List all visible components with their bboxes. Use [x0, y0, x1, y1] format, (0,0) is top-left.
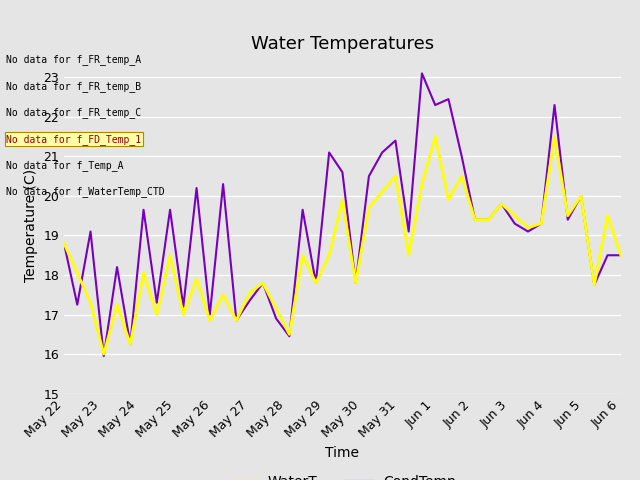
- WaterT: [564, 213, 572, 218]
- WaterT: [246, 290, 253, 296]
- WaterT: [325, 252, 333, 258]
- CondTemp: [259, 280, 267, 286]
- CondTemp: [405, 228, 413, 234]
- CondTemp: [206, 312, 214, 317]
- CondTemp: [166, 207, 174, 213]
- CondTemp: [179, 304, 187, 310]
- CondTemp: [339, 169, 346, 175]
- CondTemp: [445, 96, 452, 102]
- WaterT: [498, 201, 506, 207]
- CondTemp: [232, 318, 240, 324]
- Text: No data for f_FR_temp_B: No data for f_FR_temp_B: [6, 81, 141, 92]
- Text: No data for f_FD_Temp_1: No data for f_FD_Temp_1: [6, 133, 141, 144]
- WaterT: [604, 213, 611, 218]
- CondTemp: [498, 201, 506, 207]
- Line: CondTemp: CondTemp: [64, 73, 621, 356]
- WaterT: [86, 300, 94, 306]
- WaterT: [285, 331, 293, 337]
- WaterT: [352, 280, 360, 286]
- CondTemp: [86, 228, 94, 234]
- CondTemp: [524, 228, 532, 234]
- WaterT: [405, 252, 413, 258]
- Text: No data for f_FR_temp_A: No data for f_FR_temp_A: [6, 54, 141, 65]
- WaterT: [232, 318, 240, 324]
- WaterT: [299, 252, 307, 258]
- WaterT: [140, 270, 147, 276]
- WaterT: [113, 302, 121, 308]
- CondTemp: [193, 185, 200, 191]
- WaterT: [445, 197, 452, 203]
- WaterT: [511, 213, 518, 218]
- Line: WaterT: WaterT: [64, 137, 621, 354]
- WaterT: [259, 280, 267, 286]
- Legend: WaterT, CondTemp: WaterT, CondTemp: [223, 469, 462, 480]
- WaterT: [365, 205, 372, 211]
- CondTemp: [140, 207, 147, 213]
- CondTemp: [60, 240, 68, 246]
- WaterT: [458, 173, 465, 179]
- WaterT: [617, 252, 625, 258]
- WaterT: [74, 270, 81, 276]
- CondTemp: [564, 217, 572, 223]
- WaterT: [538, 221, 545, 227]
- CondTemp: [113, 264, 121, 270]
- WaterT: [577, 193, 585, 199]
- X-axis label: Time: Time: [325, 445, 360, 459]
- CondTemp: [418, 71, 426, 76]
- CondTemp: [100, 353, 108, 359]
- CondTemp: [246, 298, 253, 303]
- CondTemp: [378, 150, 386, 156]
- Text: No data for f_FR_temp_C: No data for f_FR_temp_C: [6, 107, 141, 118]
- CondTemp: [299, 207, 307, 213]
- CondTemp: [471, 217, 479, 223]
- CondTemp: [604, 252, 611, 258]
- CondTemp: [577, 193, 585, 199]
- WaterT: [312, 280, 320, 286]
- CondTemp: [285, 334, 293, 339]
- CondTemp: [153, 300, 161, 306]
- CondTemp: [617, 252, 625, 258]
- WaterT: [392, 173, 399, 179]
- CondTemp: [538, 221, 545, 227]
- CondTemp: [550, 102, 558, 108]
- CondTemp: [458, 154, 465, 159]
- Text: No data for f_Temp_A: No data for f_Temp_A: [6, 160, 124, 171]
- Y-axis label: Temperature (C): Temperature (C): [24, 169, 38, 282]
- CondTemp: [511, 221, 518, 227]
- CondTemp: [484, 217, 492, 223]
- CondTemp: [431, 102, 439, 108]
- Text: No data for f_WaterTemp_CTD: No data for f_WaterTemp_CTD: [6, 186, 165, 197]
- WaterT: [418, 181, 426, 187]
- WaterT: [272, 306, 280, 312]
- WaterT: [471, 217, 479, 223]
- WaterT: [127, 341, 134, 347]
- WaterT: [220, 292, 227, 298]
- CondTemp: [272, 316, 280, 322]
- CondTemp: [591, 282, 598, 288]
- WaterT: [378, 189, 386, 195]
- CondTemp: [127, 341, 134, 347]
- WaterT: [550, 134, 558, 140]
- WaterT: [591, 282, 598, 288]
- Title: Water Temperatures: Water Temperatures: [251, 35, 434, 53]
- CondTemp: [325, 150, 333, 156]
- WaterT: [179, 312, 187, 317]
- WaterT: [431, 134, 439, 140]
- CondTemp: [220, 181, 227, 187]
- WaterT: [206, 318, 214, 324]
- CondTemp: [352, 280, 360, 286]
- WaterT: [524, 225, 532, 230]
- WaterT: [484, 217, 492, 223]
- CondTemp: [74, 302, 81, 308]
- WaterT: [153, 312, 161, 317]
- CondTemp: [392, 138, 399, 144]
- WaterT: [339, 197, 346, 203]
- WaterT: [60, 240, 68, 246]
- WaterT: [166, 252, 174, 258]
- CondTemp: [312, 280, 320, 286]
- WaterT: [100, 351, 108, 357]
- WaterT: [193, 276, 200, 282]
- CondTemp: [365, 173, 372, 179]
